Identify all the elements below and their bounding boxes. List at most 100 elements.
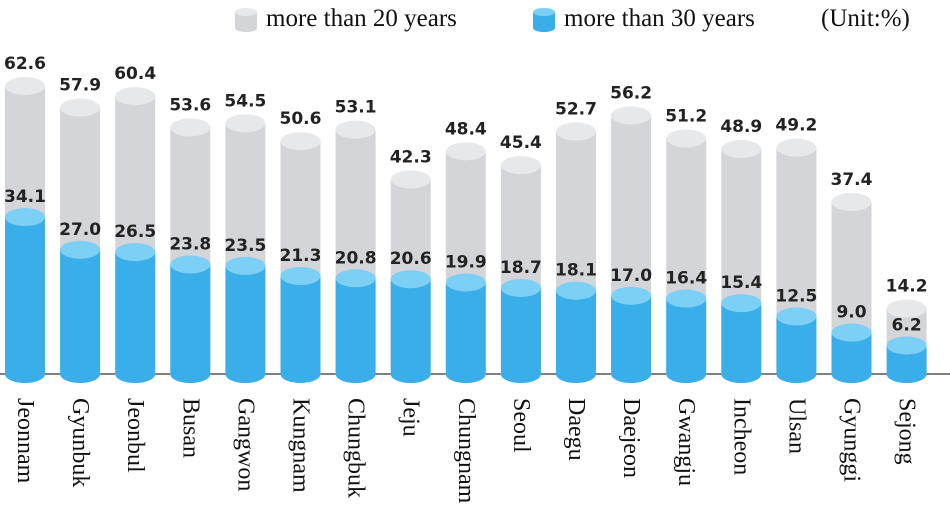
bar-top-30y-jeju	[390, 270, 431, 289]
bar-30y-gwangju	[666, 298, 707, 383]
category-label-jeonbul: Jeonbul	[122, 398, 148, 473]
value-label-20y-chungbuk: 53.1	[335, 98, 377, 118]
legend-swatch-blue	[533, 8, 555, 32]
value-label-30y-gyunggi: 9.0	[836, 303, 866, 323]
bar-30y-gyunbuk	[60, 249, 101, 383]
bar-30y-jeonbul	[115, 252, 156, 383]
bar-30y-gyunggi	[831, 332, 872, 383]
value-label-30y-gwangju: 16.4	[665, 269, 707, 289]
category-label-gwangju: Gwangju	[673, 398, 699, 486]
bar-top-20y-sejong	[886, 299, 927, 318]
value-label-30y-chungbuk: 20.8	[335, 248, 377, 268]
bar-top-30y-chungnam	[445, 273, 486, 292]
bar-top-30y-seoul	[500, 278, 541, 297]
bar-30y-ulsan	[776, 316, 817, 383]
category-label-gyunbuk: Gyunbuk	[67, 398, 93, 487]
bar-30y-chungnam	[445, 282, 486, 383]
value-label-30y-seoul: 18.7	[500, 258, 542, 278]
value-label-20y-chungnam: 48.4	[445, 119, 487, 139]
value-label-20y-busan: 53.6	[169, 95, 211, 115]
bar-top-30y-busan	[170, 255, 211, 274]
value-label-30y-ulsan: 12.5	[775, 286, 817, 306]
bar-top-20y-chungnam	[445, 142, 486, 161]
bar-30y-jeju	[390, 279, 431, 383]
value-label-30y-chungnam: 19.9	[445, 252, 487, 272]
category-label-sejong: Sejong	[894, 398, 920, 465]
value-label-20y-incheon: 48.9	[720, 117, 762, 137]
value-label-30y-gangwon: 23.5	[224, 236, 266, 256]
bar-top-30y-jeonnam	[5, 208, 45, 227]
bar-top-30y-gyunggi	[831, 323, 872, 342]
value-label-30y-gyunbuk: 27.0	[59, 220, 101, 240]
bar-30y-kungnam	[280, 276, 321, 383]
category-label-gangwon: Gangwon	[232, 398, 258, 491]
value-label-20y-gangwon: 54.5	[224, 91, 266, 111]
bar-top-30y-gyunbuk	[60, 240, 101, 259]
legend-item-30-years: more than 30 years	[530, 4, 755, 34]
bar-top-30y-gwangju	[666, 289, 707, 308]
bar-top-30y-chungbuk	[335, 269, 376, 288]
legend-label-20-years: more than 20 years	[266, 5, 457, 32]
bar-top-30y-sejong	[886, 336, 927, 355]
category-label-jeju: Jeju	[398, 398, 424, 437]
bar-top-20y-busan	[170, 118, 211, 137]
value-label-20y-sejong: 14.2	[886, 277, 928, 297]
bar-30y-incheon	[721, 303, 762, 383]
legend-label-30-years: more than 30 years	[564, 5, 755, 32]
category-label-ulsan: Ulsan	[783, 398, 809, 454]
bar-top-30y-ulsan	[776, 307, 817, 326]
bar-30y-daegu	[556, 290, 596, 383]
value-label-20y-jeonnam: 62.6	[4, 54, 46, 74]
unit-label: (Unit:%)	[821, 5, 910, 32]
bar-top-30y-gangwon	[225, 256, 266, 275]
bar-top-30y-kungnam	[280, 267, 321, 286]
category-label-chungbuk: Chungbuk	[343, 398, 369, 498]
category-label-busan: Busan	[177, 398, 203, 458]
bar-top-20y-incheon	[721, 140, 762, 159]
bar-top-20y-gyunggi	[831, 192, 872, 211]
chart-legend: more than 20 years more than 30 years (U…	[0, 0, 950, 40]
value-label-30y-daegu: 18.1	[555, 261, 597, 281]
value-label-20y-gyunbuk: 57.9	[59, 76, 101, 96]
category-label-kungnam: Kungnam	[288, 398, 314, 493]
bar-top-20y-jeju	[390, 170, 431, 189]
category-label-chungnam: Chungnam	[453, 398, 479, 504]
value-label-20y-gyunggi: 37.4	[831, 170, 873, 190]
bar-top-20y-seoul	[500, 156, 541, 175]
value-label-20y-ulsan: 49.2	[775, 116, 817, 136]
value-label-30y-busan: 23.8	[169, 235, 211, 255]
value-label-30y-jeonnam: 34.1	[4, 187, 46, 207]
category-label-jeonnam: Jeonnam	[12, 398, 38, 484]
bar-top-30y-jeonbul	[115, 243, 156, 262]
bar-top-20y-kungnam	[280, 132, 321, 151]
value-label-20y-seoul: 45.4	[500, 133, 542, 153]
value-label-20y-daegu: 52.7	[555, 100, 597, 120]
bar-30y-gangwon	[225, 265, 266, 383]
value-label-20y-gwangju: 51.2	[665, 106, 707, 126]
category-label-daejeon: Daejeon	[618, 398, 644, 478]
value-label-20y-daejeon: 56.2	[610, 83, 652, 103]
value-label-20y-jeju: 42.3	[390, 147, 432, 167]
category-label-incheon: Incheon	[728, 398, 754, 475]
bar-30y-daejeon	[611, 295, 652, 383]
bar-30y-jeonnam	[5, 217, 45, 383]
bar-top-20y-gangwon	[225, 114, 266, 133]
value-label-30y-daejeon: 17.0	[610, 266, 652, 286]
category-label-seoul: Seoul	[508, 398, 534, 453]
bar-top-30y-daejeon	[611, 286, 652, 305]
bar-30y-sejong	[886, 345, 927, 383]
value-label-30y-jeju: 20.6	[390, 249, 432, 269]
bar-30y-busan	[170, 264, 211, 383]
legend-item-20-years: more than 20 years	[232, 4, 457, 34]
bar-30y-seoul	[500, 287, 541, 384]
category-label-gyunggi: Gyunggi	[839, 398, 865, 482]
value-label-30y-sejong: 6.2	[892, 315, 922, 335]
bar-top-20y-daejeon	[611, 106, 652, 125]
bar-top-20y-jeonbul	[115, 87, 156, 106]
bar-top-20y-gyunbuk	[60, 98, 101, 117]
bar-top-20y-ulsan	[776, 138, 817, 157]
bar-top-20y-jeonnam	[5, 77, 45, 95]
value-label-20y-jeonbul: 60.4	[114, 64, 156, 84]
value-label-20y-kungnam: 50.6	[280, 109, 322, 129]
